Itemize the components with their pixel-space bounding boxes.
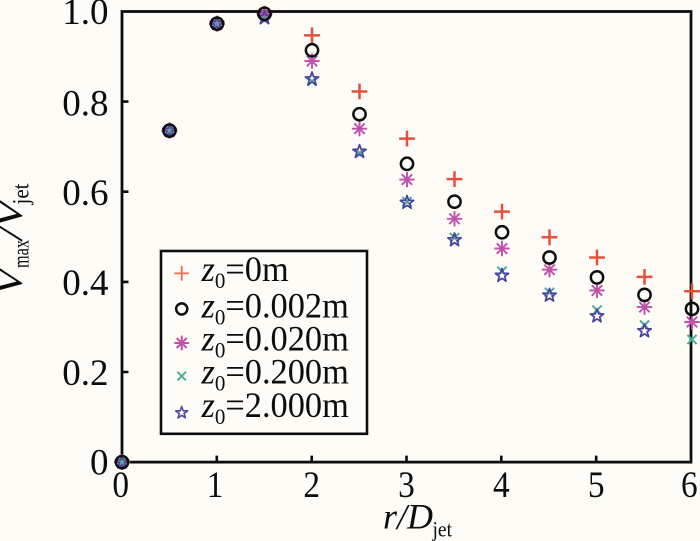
svg-text:3: 3 — [398, 464, 415, 505]
svg-text:0.6: 0.6 — [62, 173, 108, 214]
svg-text:0.2: 0.2 — [62, 353, 108, 394]
svg-text:jet: jet — [432, 516, 452, 541]
svg-text:z0=2.000m: z0=2.000m — [201, 385, 349, 429]
svg-text:0.4: 0.4 — [62, 263, 108, 304]
svg-text:z0=0.002m: z0=0.002m — [201, 286, 349, 330]
svg-text:max: max — [9, 240, 34, 268]
svg-text:/V: /V — [0, 196, 30, 242]
svg-text:z0=0m: z0=0m — [201, 249, 289, 293]
svg-text:1: 1 — [207, 464, 224, 505]
svg-text:0: 0 — [112, 464, 129, 505]
svg-text:r/D: r/D — [383, 497, 433, 537]
svg-text:2: 2 — [303, 464, 320, 505]
svg-text:1.0: 1.0 — [62, 0, 108, 33]
svg-text:V: V — [0, 264, 30, 295]
svg-text:z0=0.020m: z0=0.020m — [201, 319, 349, 363]
svg-text:6: 6 — [681, 464, 698, 505]
svg-text:0: 0 — [90, 443, 109, 484]
svg-text:4: 4 — [493, 464, 510, 505]
svg-text:jet: jet — [9, 183, 34, 205]
svg-text:z0=0.200m: z0=0.200m — [201, 352, 349, 396]
svg-text:5: 5 — [588, 464, 605, 505]
svg-text:0.8: 0.8 — [62, 83, 108, 124]
